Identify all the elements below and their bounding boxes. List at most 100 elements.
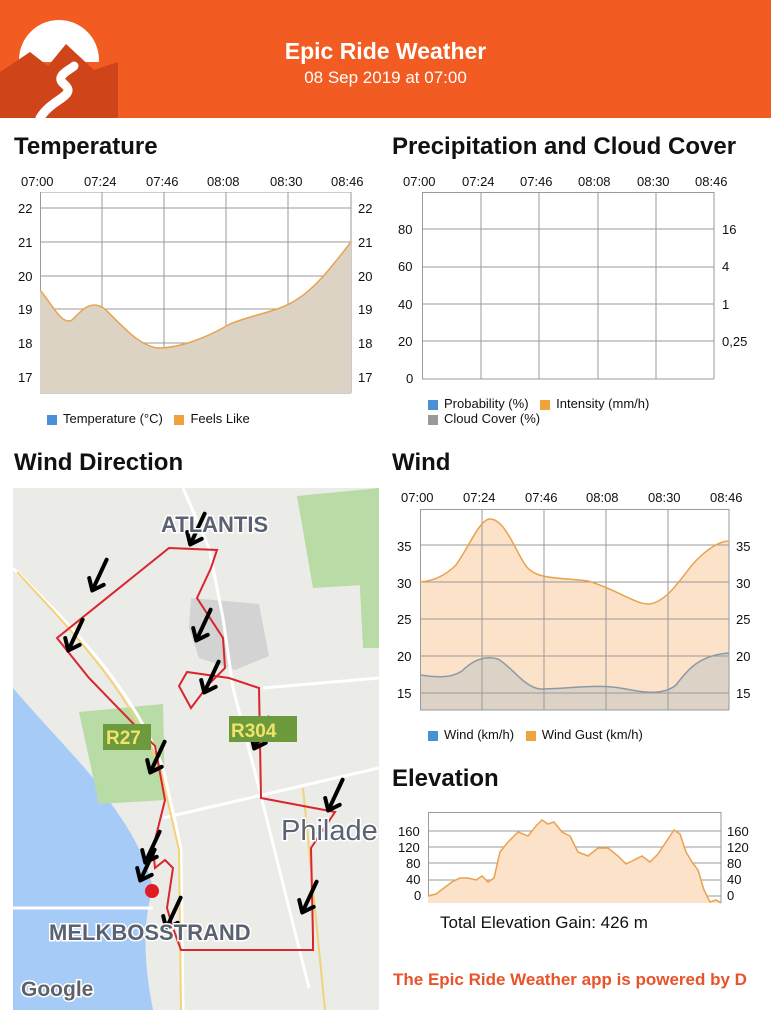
road-label-r27: R27 xyxy=(106,728,141,749)
y-tick: 80 xyxy=(398,222,413,237)
map-canvas: ATLANTIS R27 R304 Philade MELKBOSSTRAND … xyxy=(13,488,379,1010)
map-label-melkbosstrand: MELKBOSSTRAND xyxy=(49,920,251,945)
time-tick: 07:00 xyxy=(21,174,54,189)
time-tick: 07:46 xyxy=(520,174,553,189)
legend-swatch xyxy=(428,730,438,741)
y-tick: 35 xyxy=(397,539,412,554)
total-elevation-gain: Total Elevation Gain: 426 m xyxy=(440,913,648,932)
legend-swatch xyxy=(540,399,551,410)
time-tick: 07:24 xyxy=(463,490,496,505)
wind-arrow-icon xyxy=(185,511,207,547)
elevation-chart xyxy=(428,812,722,904)
legend-label: Intensity (mm/h) xyxy=(556,396,650,411)
legend-swatch xyxy=(174,414,185,425)
y-tick: 15 xyxy=(397,686,412,701)
y-tick: 19 xyxy=(358,302,373,317)
wind-direction-map[interactable]: ATLANTIS R27 R304 Philade MELKBOSSTRAND … xyxy=(13,488,379,1010)
y-tick: 17 xyxy=(358,370,373,385)
temperature-chart xyxy=(40,192,352,394)
y-tick: 22 xyxy=(358,201,373,216)
google-logo: Google xyxy=(21,978,93,1001)
wind-gust-line xyxy=(420,518,730,605)
app-title: Epic Ride Weather xyxy=(284,38,487,64)
feels-like-area xyxy=(40,242,351,393)
y-tick: 40 xyxy=(727,872,742,887)
map-label-philadelphia: Philade xyxy=(281,815,378,847)
time-tick: 08:30 xyxy=(637,174,670,189)
y-tick: 30 xyxy=(736,576,751,591)
legend-label: Wind Gust (km/h) xyxy=(541,727,643,742)
y-tick: 0 xyxy=(414,888,422,903)
mountain-road-logo-icon xyxy=(0,20,118,118)
y-tick: 16 xyxy=(722,222,737,237)
temperature-title: Temperature xyxy=(14,133,158,160)
y-tick: 0,25 xyxy=(722,334,748,349)
wind-area xyxy=(420,653,729,710)
time-tick: 07:24 xyxy=(462,174,495,189)
legend-label: Probability (%) xyxy=(444,396,529,411)
wind-arrow-icon xyxy=(140,829,162,865)
legend-label: Temperature (°C) xyxy=(63,411,163,426)
y-tick: 0 xyxy=(727,888,735,903)
legend-label: Cloud Cover (%) xyxy=(444,411,541,426)
wind-arrow-icon xyxy=(161,895,183,931)
time-tick: 08:08 xyxy=(586,490,619,505)
y-tick: 80 xyxy=(406,856,421,871)
y-tick: 25 xyxy=(397,612,412,627)
precipitation-chart xyxy=(422,192,715,380)
wind-chart xyxy=(420,509,730,711)
y-tick: 160 xyxy=(727,824,749,839)
route-line xyxy=(55,546,337,951)
y-tick: 18 xyxy=(18,336,33,351)
y-tick: 30 xyxy=(397,576,412,591)
time-tick: 07:00 xyxy=(403,174,436,189)
wind-arrow-icon xyxy=(135,847,157,883)
time-tick: 08:46 xyxy=(695,174,728,189)
precipitation-legend: Probability (%) Intensity (mm/h) xyxy=(428,396,649,411)
y-tick: 20 xyxy=(18,269,33,284)
y-tick: 22 xyxy=(18,201,33,216)
y-tick: 60 xyxy=(398,259,413,274)
wind-title: Wind xyxy=(392,449,451,476)
y-tick: 20 xyxy=(398,334,413,349)
legend-swatch xyxy=(47,414,57,425)
app-header: Epic Ride Weather 08 Sep 2019 at 07:00 xyxy=(0,0,771,118)
wind-arrow-icon xyxy=(297,879,319,915)
powered-by-text[interactable]: The Epic Ride Weather app is powered by … xyxy=(393,970,747,989)
y-tick: 21 xyxy=(358,235,373,250)
y-tick: 1 xyxy=(722,297,730,312)
forecast-date: 08 Sep 2019 at 07:00 xyxy=(304,68,467,87)
time-tick: 08:30 xyxy=(648,490,681,505)
wind-arrow-icon xyxy=(199,659,221,695)
legend-label: Wind (km/h) xyxy=(444,727,515,742)
time-tick: 07:46 xyxy=(146,174,179,189)
temperature-legend: Temperature (°C) Feels Like xyxy=(47,411,250,426)
y-tick: 35 xyxy=(736,539,751,554)
time-tick: 08:08 xyxy=(578,174,611,189)
wind-legend: Wind (km/h) Wind Gust (km/h) xyxy=(428,727,643,742)
elevation-title: Elevation xyxy=(392,765,499,792)
time-tick: 07:46 xyxy=(525,490,558,505)
y-tick: 160 xyxy=(398,824,420,839)
y-tick: 21 xyxy=(18,235,33,250)
precipitation-title: Precipitation and Cloud Cover xyxy=(392,133,737,160)
y-tick: 20 xyxy=(736,649,751,664)
y-tick: 80 xyxy=(727,856,742,871)
y-tick: 120 xyxy=(398,840,420,855)
legend-label: Feels Like xyxy=(190,411,250,426)
time-tick: 08:08 xyxy=(207,174,240,189)
y-tick: 4 xyxy=(722,259,730,274)
legend-swatch xyxy=(428,399,438,410)
precipitation-legend-row2: Cloud Cover (%) xyxy=(428,411,540,426)
wind-arrow-icon xyxy=(145,739,167,775)
legend-swatch xyxy=(428,414,438,425)
y-tick: 15 xyxy=(736,686,751,701)
map-label-atlantis: ATLANTIS xyxy=(161,512,268,537)
wind-arrow-icon xyxy=(63,617,85,653)
y-tick: 17 xyxy=(18,370,33,385)
y-tick: 120 xyxy=(727,840,749,855)
elevation-area xyxy=(428,820,721,903)
y-tick: 19 xyxy=(18,302,33,317)
y-tick: 0 xyxy=(406,371,414,386)
wind-arrow-icon xyxy=(323,777,345,813)
